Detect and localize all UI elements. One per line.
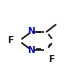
Text: N: N [28,46,35,55]
Text: N: N [28,27,35,36]
Text: F: F [7,36,14,45]
Text: F: F [49,55,55,64]
